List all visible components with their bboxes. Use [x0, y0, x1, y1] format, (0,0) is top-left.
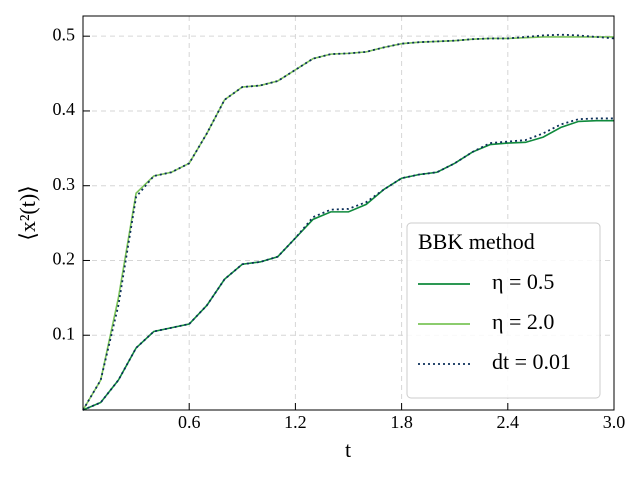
legend-label: η = 0.5: [492, 269, 554, 294]
y-tick-label: 0.4: [53, 99, 76, 119]
y-tick-label: 0.2: [53, 249, 76, 269]
series-line: [82, 117, 614, 411]
series-line: [82, 33, 615, 411]
y-tick-label: 0.3: [53, 174, 76, 194]
x-tick-label: 2.4: [497, 412, 520, 432]
legend-label: η = 2.0: [492, 309, 554, 334]
y-tick-label: 0.5: [53, 24, 76, 44]
x-tick-label: 1.8: [390, 412, 413, 432]
y-axis-label: ⟨x²(t)⟩: [15, 185, 40, 241]
x-axis-label: t: [345, 437, 351, 462]
x-tick-label: 1.2: [284, 412, 307, 432]
legend-box: [406, 222, 601, 399]
x-tick-label: 3.0: [603, 412, 626, 432]
plot-frame: [82, 15, 615, 411]
x-tick-label: 0.6: [178, 412, 201, 432]
y-tick-label: 0.1: [53, 323, 76, 343]
legend-title: BBK method: [418, 229, 535, 254]
legend-label: dt = 0.01: [492, 349, 571, 374]
